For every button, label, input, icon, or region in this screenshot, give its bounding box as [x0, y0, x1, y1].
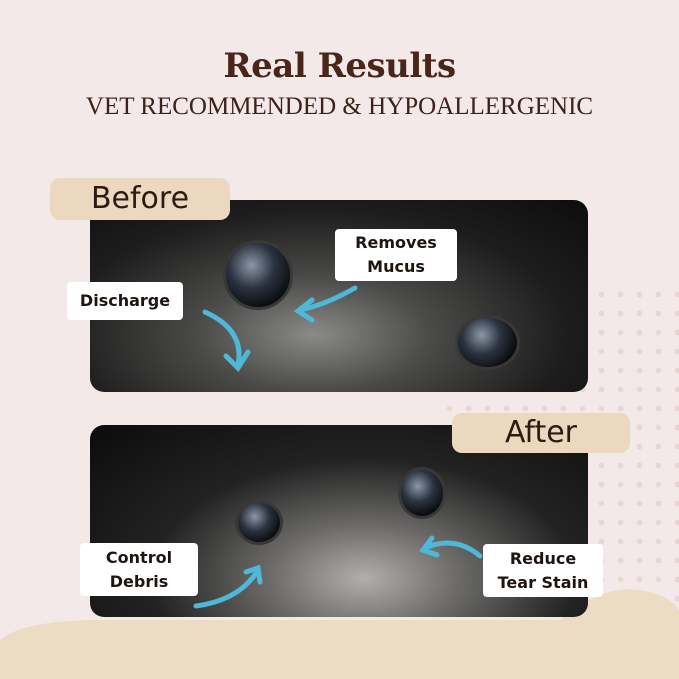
- dog-eye: [235, 500, 283, 545]
- label-removes-mucus: Removes Mucus: [335, 229, 457, 281]
- label-reduce-tear-stain: Reduce Tear Stain: [483, 544, 603, 597]
- dog-eye: [398, 467, 446, 519]
- page-subtitle: VET RECOMMENDED & HYPOALLERGENIC: [85, 93, 594, 120]
- dog-eye: [455, 315, 520, 370]
- after-tag: After: [452, 413, 630, 453]
- label-discharge: Discharge: [67, 282, 183, 320]
- before-tag: Before: [50, 178, 230, 220]
- label-control-debris: Control Debris: [80, 543, 198, 596]
- page-title: Real Results: [223, 46, 456, 86]
- decorative-blob: [0, 589, 679, 679]
- dog-eye: [223, 240, 293, 310]
